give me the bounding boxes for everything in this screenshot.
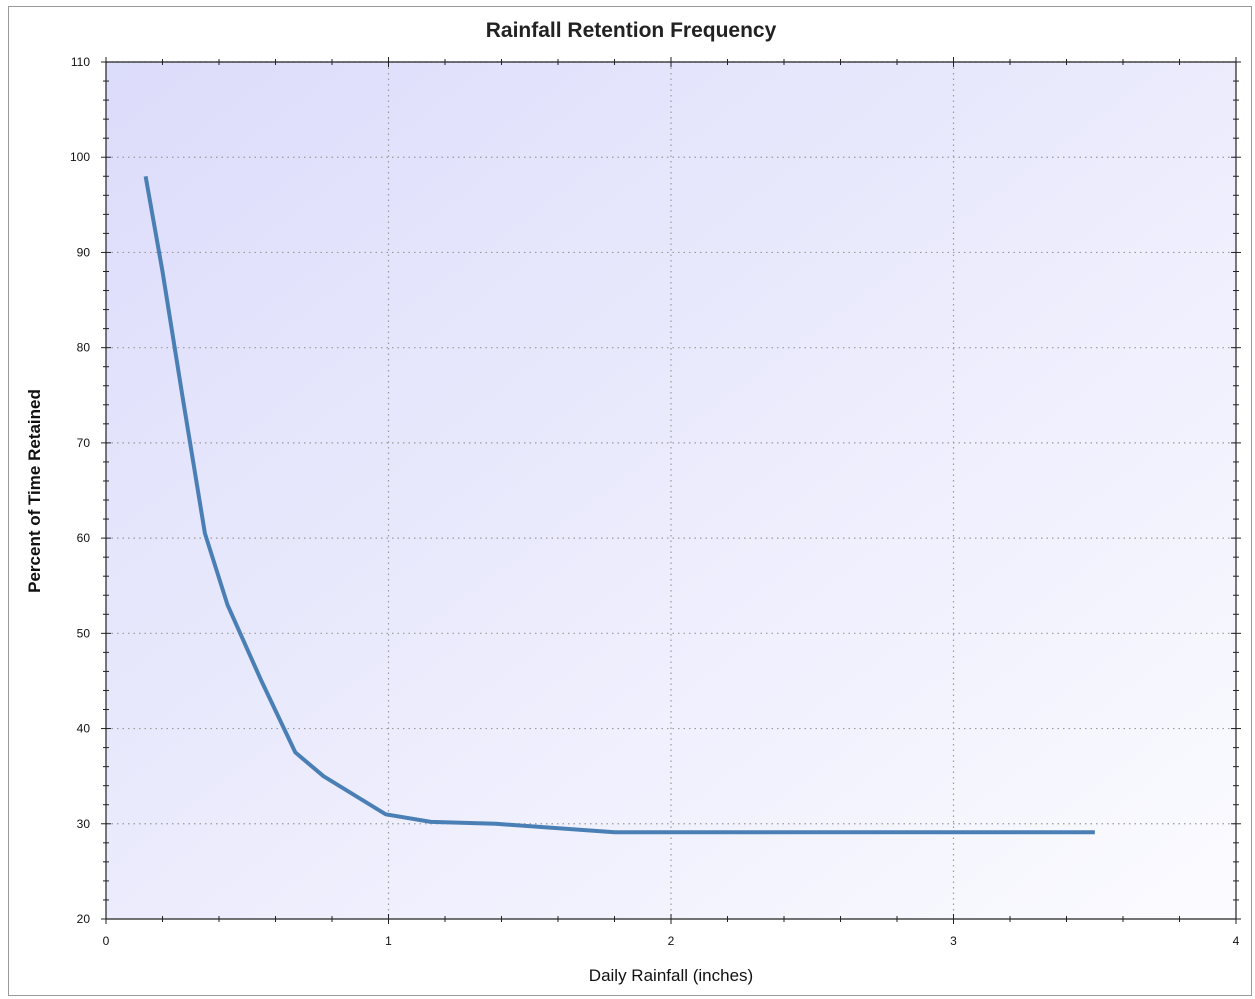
chart-title: Rainfall Retention Frequency [486, 19, 777, 42]
x-tick-label: 3 [950, 934, 957, 948]
y-axis-label: Percent of Time Retained [25, 389, 44, 593]
x-tick-label: 2 [668, 934, 675, 948]
x-axis-label: Daily Rainfall (inches) [589, 966, 753, 985]
y-tick-label: 20 [77, 912, 91, 926]
y-tick-label: 80 [77, 341, 91, 355]
x-tick-label: 0 [103, 934, 110, 948]
y-tick-label: 90 [77, 245, 91, 259]
y-tick-label: 110 [71, 55, 90, 69]
y-tick-label: 30 [77, 817, 91, 831]
x-tick-label: 1 [385, 934, 392, 948]
y-tick-label: 70 [77, 436, 91, 450]
plot-background [106, 62, 1236, 919]
y-tick-label: 60 [77, 531, 91, 545]
y-tick-label: 50 [77, 626, 91, 640]
ticks: 20 30 40 50 60 70 80 90 100 110 0 1 2 3 4 [70, 55, 1241, 948]
y-tick-label: 100 [70, 150, 90, 164]
x-tick-label: 4 [1233, 934, 1240, 948]
series-layer [143, 175, 1095, 835]
y-tick-label: 40 [77, 722, 91, 736]
